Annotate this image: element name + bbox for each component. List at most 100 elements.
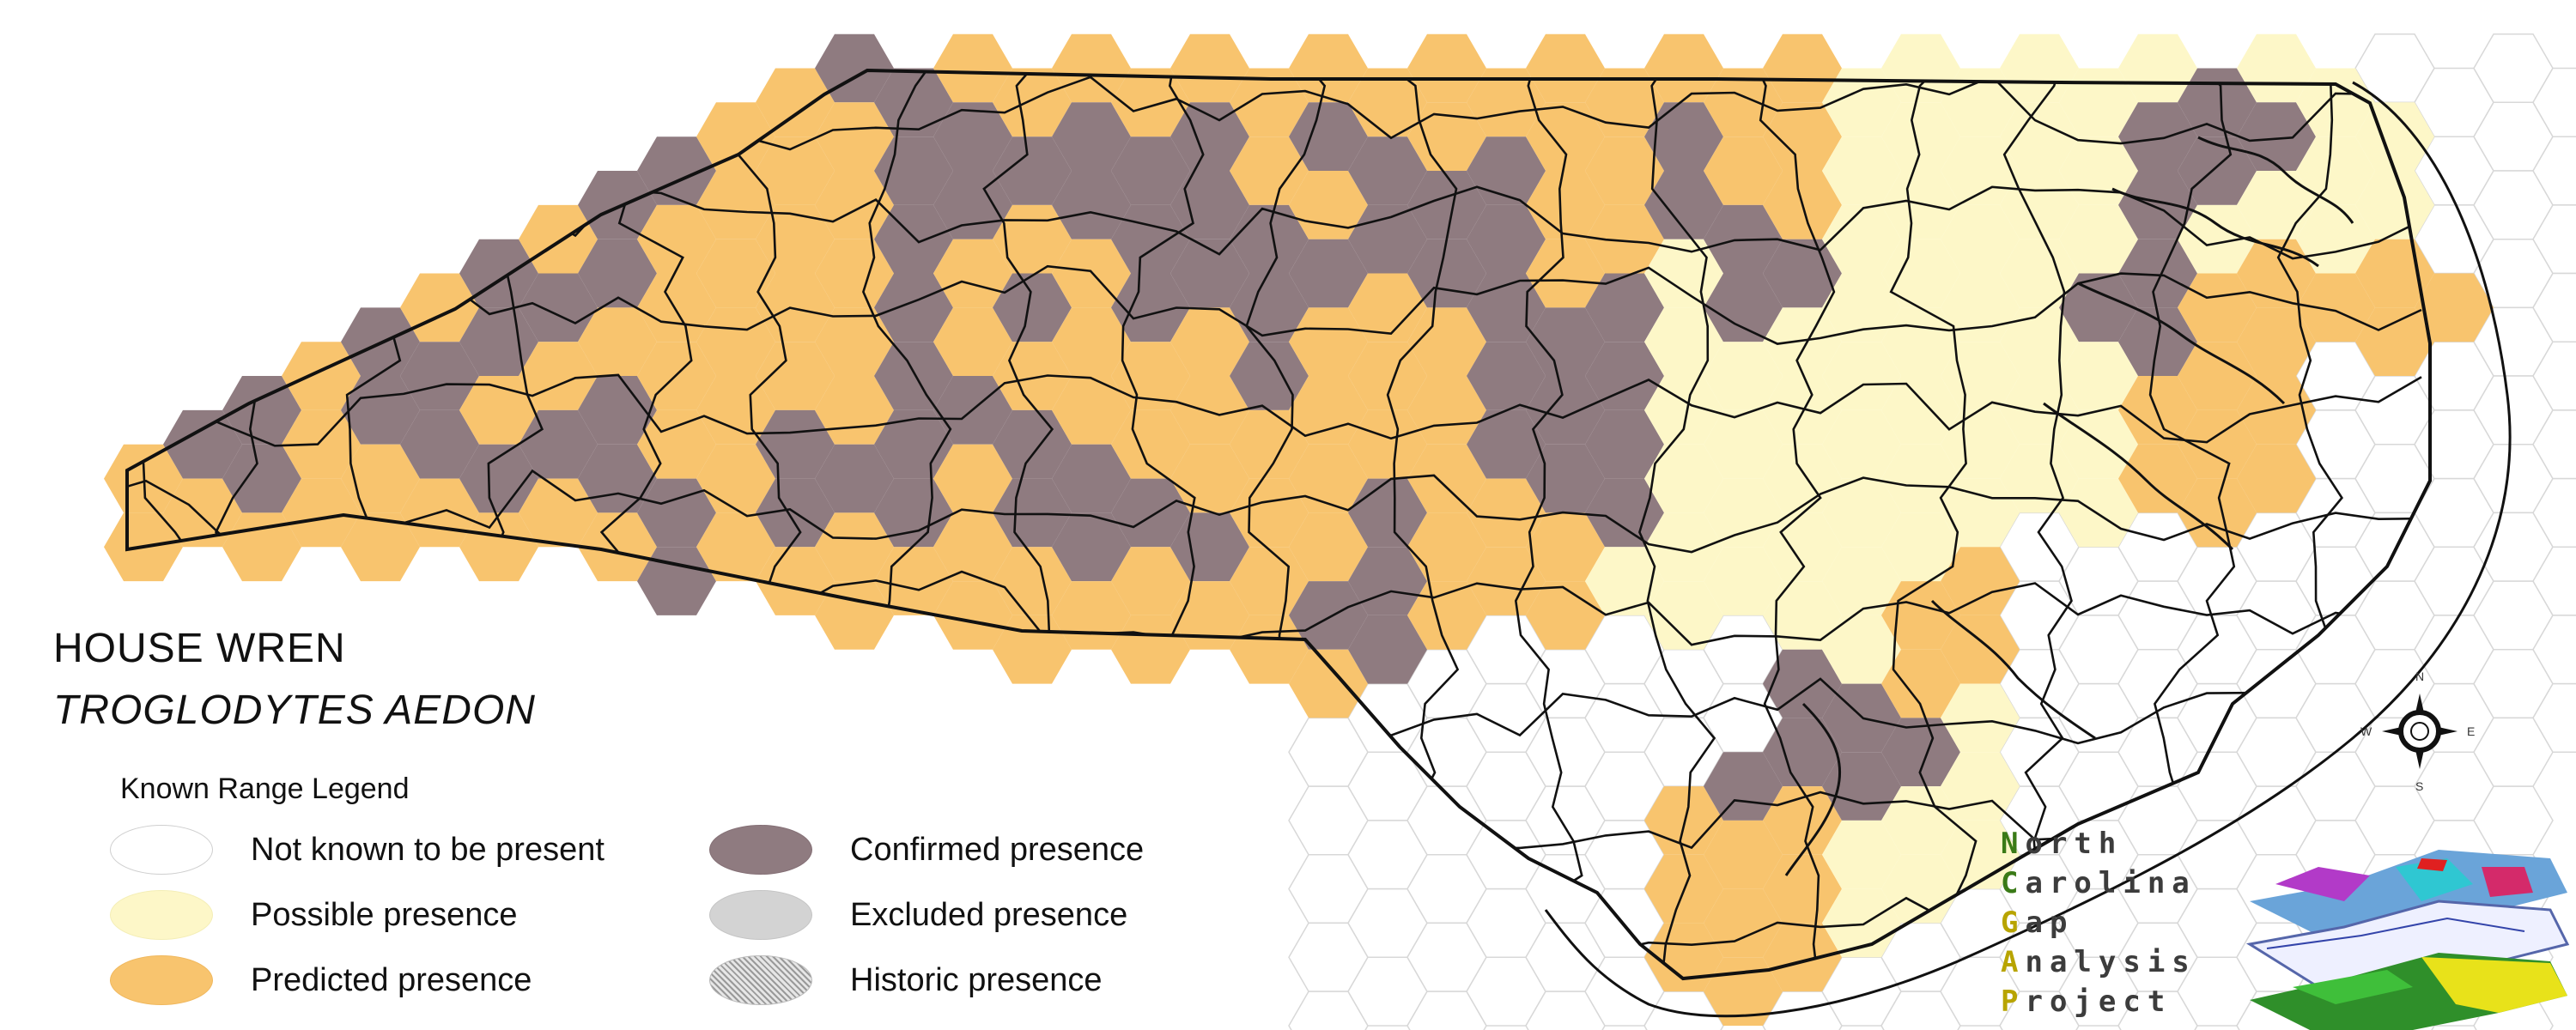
hexagon-predicted bbox=[2237, 376, 2316, 445]
hexagon-predicted bbox=[578, 512, 657, 582]
legend-label-none: Not known to be present bbox=[251, 831, 605, 868]
hexagon-predicted bbox=[756, 68, 835, 137]
hexagon-confirmed bbox=[1467, 342, 1546, 410]
hexagon-possible bbox=[1644, 239, 1723, 308]
hexagon-possible bbox=[1822, 273, 1901, 342]
hexagon-possible bbox=[1704, 547, 1783, 615]
hexagon-possible bbox=[1941, 478, 2020, 548]
hexagon-confirmed bbox=[341, 376, 420, 445]
hexagon-predicted bbox=[815, 581, 894, 650]
legend-swatch-historic bbox=[709, 955, 812, 1005]
hexagon-confirmed bbox=[1230, 273, 1309, 342]
legend-swatch-predicted bbox=[110, 955, 213, 1005]
hexagon-possible bbox=[1881, 786, 1960, 855]
hexagon-predicted bbox=[2237, 444, 2316, 513]
hexagon-predicted bbox=[756, 136, 835, 205]
hexagon-confirmed bbox=[2059, 273, 2138, 342]
hexagon-possible bbox=[1763, 444, 1842, 513]
hexagon-predicted bbox=[1585, 68, 1664, 137]
county-line bbox=[1889, 70, 1978, 978]
hexagon-predicted bbox=[696, 171, 775, 239]
hexagon-possible bbox=[1704, 478, 1783, 548]
hexagon-predicted bbox=[1289, 376, 1368, 445]
hexagon-predicted bbox=[1348, 273, 1427, 342]
hexagon-confirmed bbox=[1289, 102, 1368, 171]
hexagon-predicted bbox=[1585, 136, 1664, 205]
hexagon-confirmed bbox=[1170, 171, 1249, 239]
hexagon-predicted bbox=[2415, 273, 2494, 342]
hexagon-predicted bbox=[815, 171, 894, 239]
hexagon-confirmed bbox=[1585, 273, 1664, 342]
pamlico-albemarle-sounds bbox=[1784, 136, 2354, 876]
estuary-shoreline bbox=[2111, 187, 2319, 268]
hexagon-possible bbox=[1822, 478, 1901, 548]
hexagon-possible bbox=[2059, 342, 2138, 410]
hexagon-possible bbox=[2059, 68, 2138, 137]
hexagon-predicted bbox=[1526, 581, 1605, 650]
hexagon-predicted bbox=[1052, 33, 1131, 103]
legend-label-predicted: Predicted presence bbox=[251, 961, 532, 998]
hexagon-predicted bbox=[1170, 307, 1249, 376]
hexagon-predicted bbox=[1289, 649, 1368, 718]
hexagon-possible bbox=[2178, 204, 2257, 274]
hexagon-predicted bbox=[282, 342, 361, 410]
legend-item-excluded: Excluded presence bbox=[709, 888, 1127, 942]
hexagon-predicted bbox=[2178, 409, 2257, 479]
hexagon-possible bbox=[1822, 68, 1901, 137]
hexagon-predicted bbox=[1467, 68, 1546, 137]
state-outline bbox=[125, 68, 2432, 981]
hexagon-predicted bbox=[756, 342, 835, 410]
hexagon-predicted bbox=[2178, 478, 2257, 548]
hexagon-possible bbox=[2059, 136, 2138, 205]
hexagon-confirmed bbox=[1704, 273, 1783, 342]
hexagon-predicted bbox=[1526, 239, 1605, 308]
hexagon-confirmed bbox=[1526, 444, 1605, 513]
hexagon-predicted bbox=[993, 342, 1072, 410]
hexagon-predicted bbox=[815, 376, 894, 445]
hexagon-confirmed bbox=[1763, 718, 1842, 787]
hexagon-confirmed bbox=[459, 444, 538, 513]
hexagon-none bbox=[2532, 546, 2576, 616]
hexagon-predicted bbox=[1407, 102, 1486, 171]
hexagon-predicted bbox=[993, 204, 1072, 274]
hexagon-confirmed bbox=[1348, 136, 1427, 205]
hexagon-confirmed bbox=[519, 409, 598, 479]
hexagon-predicted bbox=[341, 444, 420, 513]
county-line bbox=[127, 264, 2422, 345]
compass-north-label: N bbox=[2415, 670, 2425, 683]
county-line bbox=[1748, 70, 1836, 978]
legend-item-none: Not known to be present bbox=[110, 822, 605, 877]
legend-label-historic: Historic presence bbox=[850, 961, 1103, 998]
hexagon-confirmed bbox=[1407, 239, 1486, 308]
hexagon-none bbox=[2532, 409, 2576, 480]
hexagon-confirmed bbox=[1763, 649, 1842, 718]
hexagon-predicted bbox=[2118, 376, 2197, 445]
estuary-shoreline bbox=[2077, 282, 2286, 405]
species-scientific-name: TROGLODYTES AEDON bbox=[53, 688, 536, 733]
logo-line-gap: Gap bbox=[2001, 906, 2075, 940]
hexagon-none bbox=[2532, 477, 2576, 548]
hexagon-possible bbox=[1822, 615, 1901, 684]
hexagon-possible bbox=[2355, 171, 2434, 239]
hexagon-predicted bbox=[519, 478, 598, 548]
hexagon-predicted bbox=[1704, 888, 1783, 958]
hexagon-predicted bbox=[2178, 273, 2257, 342]
hexagon-confirmed bbox=[815, 444, 894, 513]
county-line bbox=[127, 373, 2422, 447]
compass-rose-icon bbox=[2382, 694, 2458, 769]
hexagon-none bbox=[2532, 615, 2576, 685]
estuary-shoreline bbox=[1784, 702, 1842, 876]
hexagon-possible bbox=[1941, 204, 2020, 274]
coastal-buffer-outline bbox=[1544, 81, 2512, 1018]
hexagon-predicted bbox=[696, 512, 775, 582]
hexagon-predicted bbox=[696, 102, 775, 171]
hexagon-predicted bbox=[1407, 581, 1486, 650]
hexagon-predicted bbox=[1407, 307, 1486, 376]
legend-item-confirmed: Confirmed presence bbox=[709, 822, 1144, 877]
estuary-shoreline bbox=[1930, 599, 2096, 740]
hexagon-predicted bbox=[637, 204, 716, 274]
hexagon-possible bbox=[1644, 307, 1723, 376]
hexagon-predicted bbox=[1467, 547, 1546, 615]
hexagon-predicted bbox=[1111, 342, 1190, 410]
